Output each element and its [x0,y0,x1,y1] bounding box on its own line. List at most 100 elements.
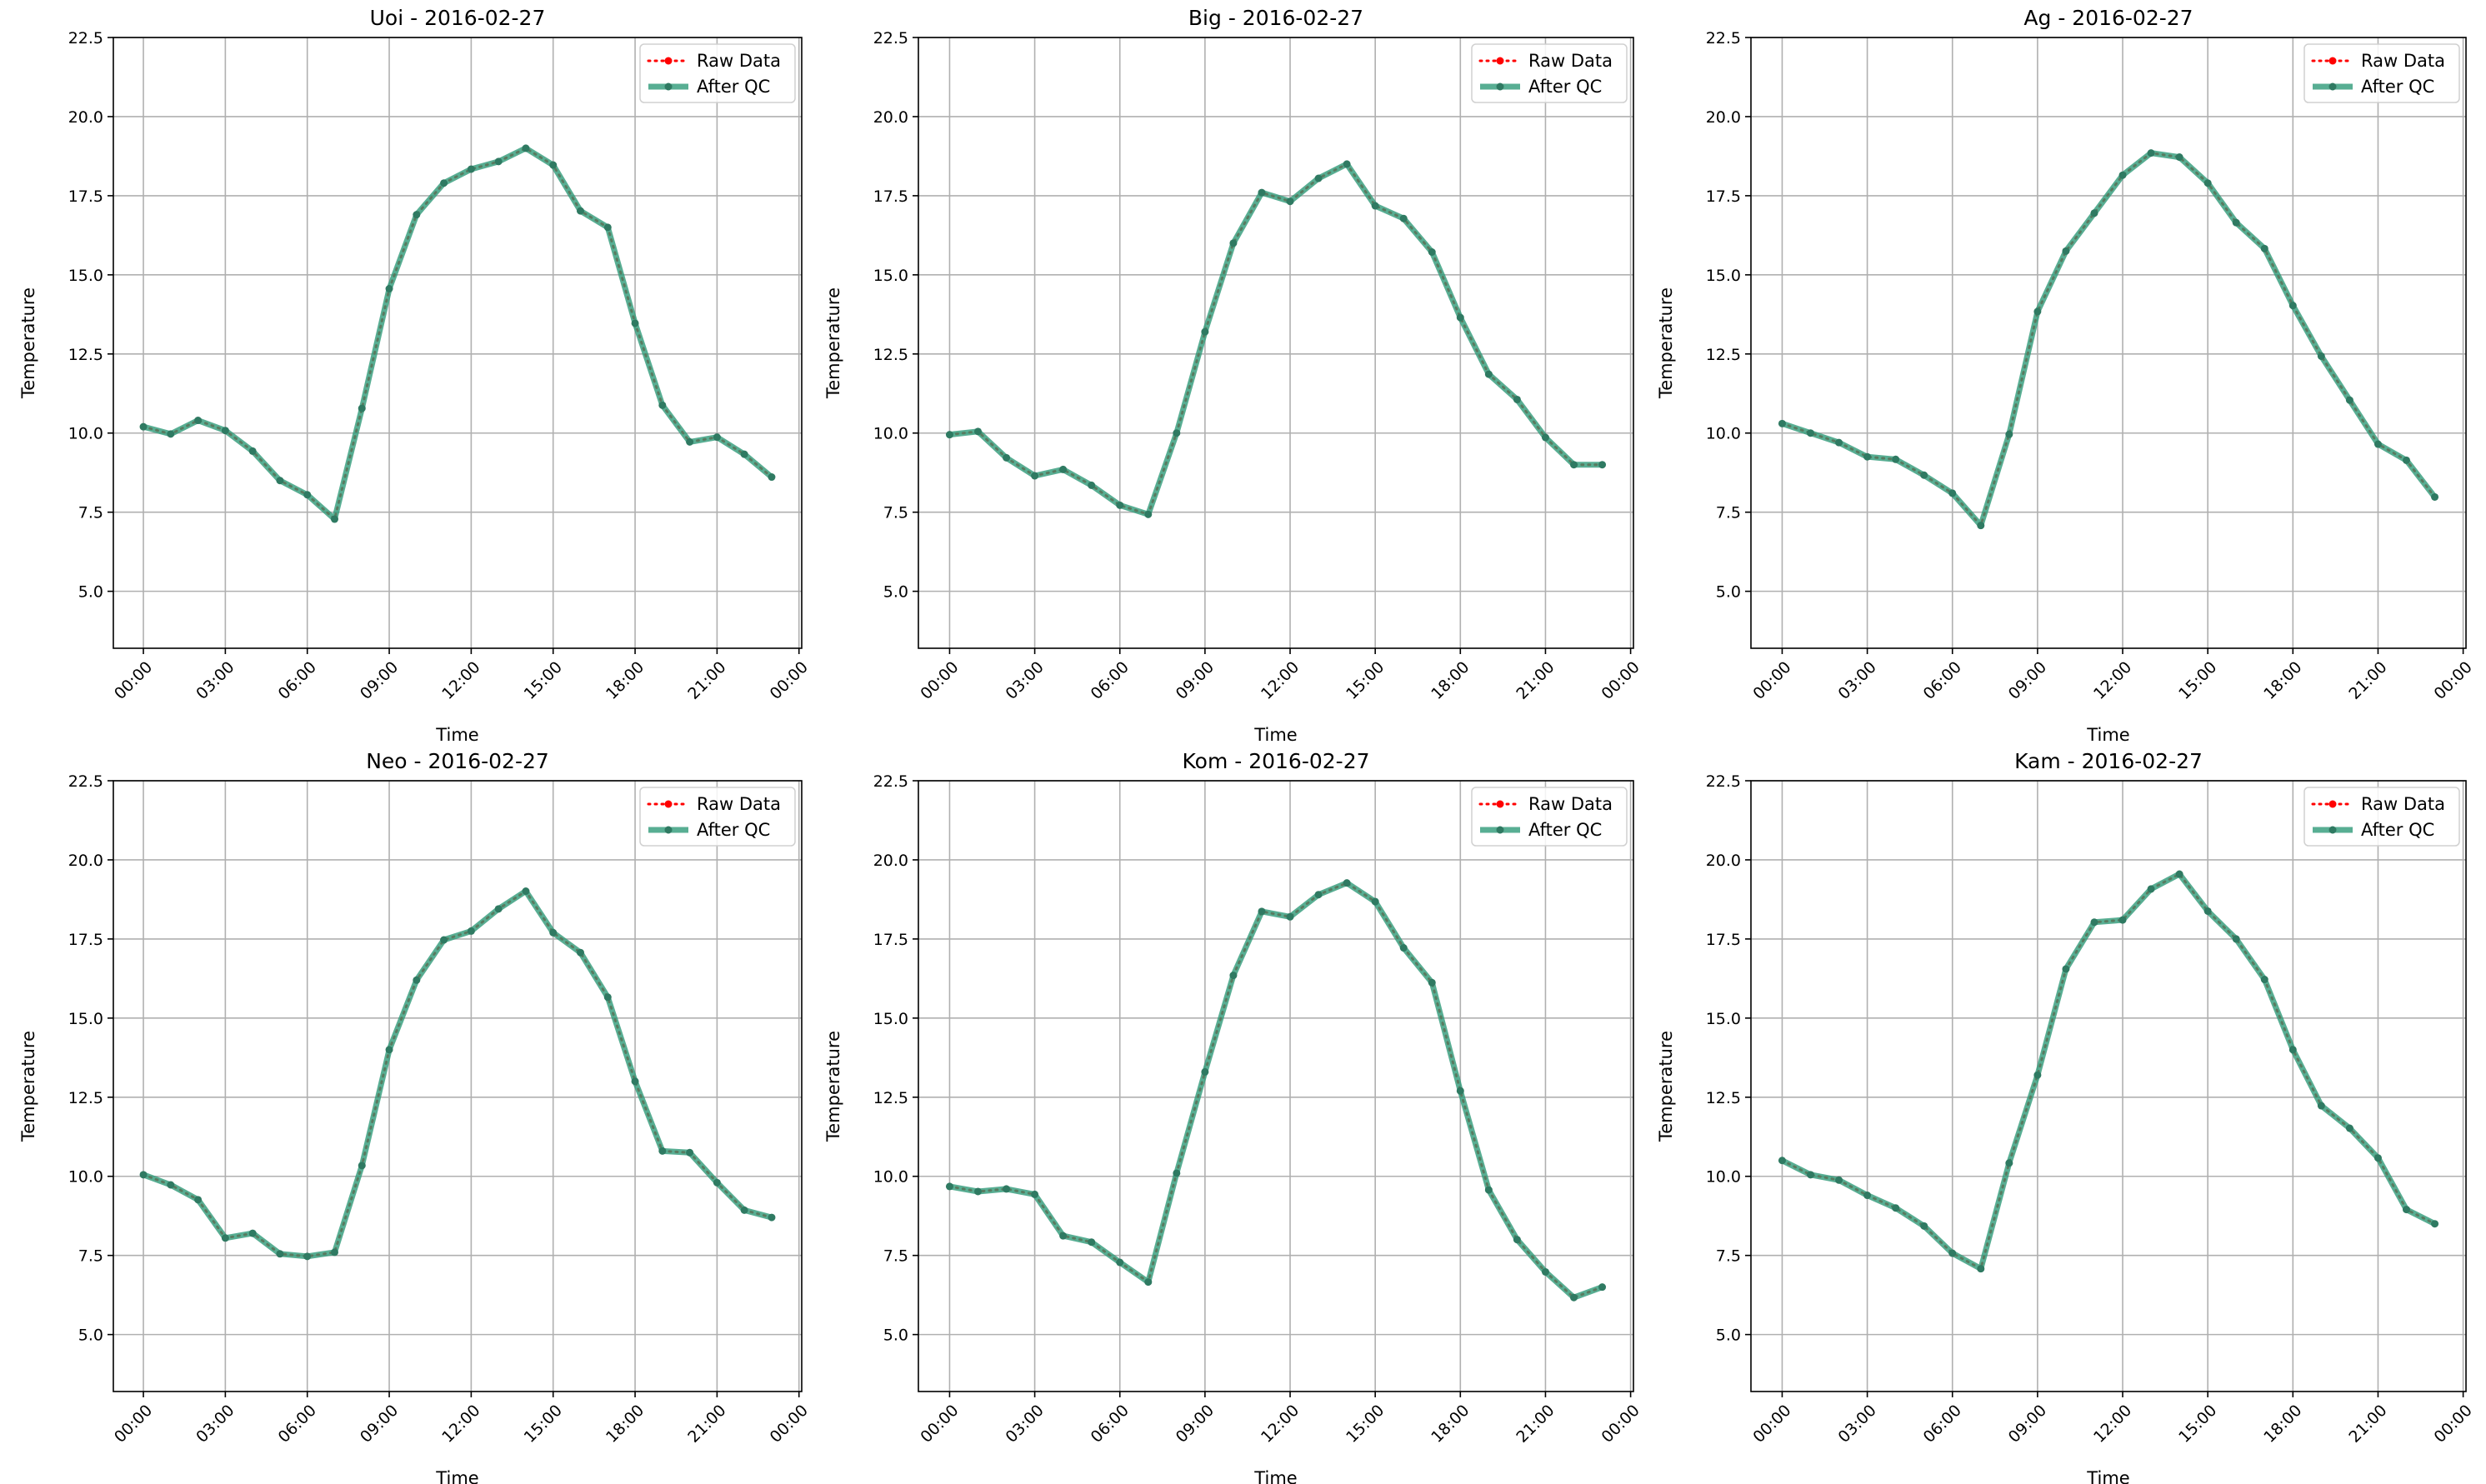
x-tick-label: 06:00 [1088,1402,1133,1447]
series-line-raw-data [142,147,773,522]
after-qc-point [1892,455,1900,463]
after-qc-point [303,1252,312,1261]
x-tick-label: 00:00 [2431,1402,2476,1447]
x-tick-label: 03:00 [1835,1402,1880,1447]
after-qc-point [139,1171,148,1179]
after-qc-point [2203,907,2212,915]
after-qc-point [1116,501,1124,509]
axes-frame [113,780,803,1392]
chart-title: Neo - 2016-02-27 [366,749,549,773]
y-tick-label: 5.0 [78,1327,103,1345]
y-axis-label: Temperature [1656,287,1676,399]
x-tick-label: 09:00 [2005,1402,2050,1447]
after-qc-point [686,1148,694,1157]
y-tick-label: 7.5 [883,1247,908,1266]
after-qc-point [276,477,284,485]
after-qc-point [2203,179,2212,187]
after-qc-point [1428,247,1436,256]
y-tick-label: 22.5 [873,772,908,791]
x-tick-label: 12:00 [438,1402,483,1447]
after-qc-point [1778,1157,1786,1165]
after-qc-point [713,433,721,442]
after-qc-point [1513,395,1521,403]
x-tick-label: 21:00 [684,658,729,703]
after-qc-point [1977,522,1985,530]
after-qc-point [1314,891,1323,899]
x-tick-label: 03:00 [1003,658,1048,703]
after-qc-point [1144,510,1153,518]
x-tick-label: 03:00 [193,658,238,703]
x-axis-label: Time [2086,1468,2129,1484]
after-qc-point [2090,918,2098,927]
after-qc-point [1920,471,1928,479]
after-qc-point [331,1248,338,1257]
y-tick-label: 7.5 [883,504,908,522]
legend: Raw Data After QC [2303,787,2460,847]
after-qc-point [1173,1169,1181,1177]
chart-panel: 5.0 7.5 10.0 12.5 15.0 17.5 20.0 22.5 00:00 03:00… [18,6,812,745]
after-qc-point [2288,1046,2297,1054]
after-qc-point [194,1196,203,1204]
y-tick-label: 12.5 [68,346,103,364]
after-qc-point [522,887,530,896]
after-qc-point [331,515,338,523]
y-tick-label: 5.0 [883,1327,908,1345]
after-qc-point [385,1046,393,1054]
after-qc-point [2317,1102,2325,1110]
y-tick-label: 20.0 [1706,852,1741,870]
after-qc-point [1031,472,1039,480]
series-line-after-qc [142,888,773,1260]
y-axis-label: Temperature [18,287,38,399]
y-tick-label: 17.5 [68,931,103,949]
after-qc-point [1570,1293,1578,1302]
after-qc-point [221,1234,229,1242]
y-tick-label: 5.0 [1716,583,1741,602]
after-qc-point [603,993,612,1002]
legend: Raw Data After QC [1471,787,1628,847]
after-qc-point [1541,1267,1549,1276]
y-tick-label: 17.5 [1706,931,1741,949]
after-qc-point [1807,1171,1814,1179]
legend-marker-after-qc [1496,82,1504,91]
chart-title: Kom - 2016-02-27 [1183,749,1370,773]
after-qc-point [1948,489,1957,497]
x-tick-label: 03:00 [1003,1402,1048,1447]
x-tick-label: 00:00 [111,1402,156,1447]
legend-marker-after-qc [2328,82,2337,91]
y-tick-label: 17.5 [873,931,908,949]
after-qc-point [1229,972,1238,980]
after-qc-point [740,1206,748,1214]
y-tick-label: 12.5 [873,346,908,364]
after-qc-point [1258,188,1266,197]
after-qc-point [139,422,148,431]
y-tick-label: 15.0 [873,267,908,285]
x-tick-label: 00:00 [917,658,962,703]
after-qc-point [1484,370,1493,378]
y-tick-label: 7.5 [1716,504,1741,522]
after-qc-point [1399,944,1408,952]
x-tick-label: 00:00 [917,1402,962,1447]
y-axis-label: Temperature [823,287,843,399]
y-tick-label: 5.0 [78,583,103,602]
after-qc-point [2232,218,2240,227]
after-qc-point [1144,1278,1153,1287]
y-tick-label: 22.5 [1706,772,1741,791]
after-qc-point [413,211,421,219]
x-axis-label: Time [435,725,478,745]
after-qc-point [522,144,530,152]
y-axis-label: Temperature [823,1031,843,1142]
y-tick-label: 5.0 [1716,1327,1741,1345]
after-qc-point [2260,244,2268,252]
series-line-raw-data [142,889,773,1258]
after-qc-point [2288,302,2297,310]
after-qc-point [577,207,584,215]
x-axis-label: Time [435,1468,478,1484]
x-tick-label: 09:00 [1173,658,1218,703]
y-tick-label: 10.0 [1706,1168,1741,1187]
x-axis-label: Time [1253,725,1297,745]
after-qc-point [1863,1192,1872,1200]
axes-frame [918,780,1634,1392]
x-tick-label: 12:00 [2090,1402,2135,1447]
x-tick-label: 15:00 [521,1402,566,1447]
